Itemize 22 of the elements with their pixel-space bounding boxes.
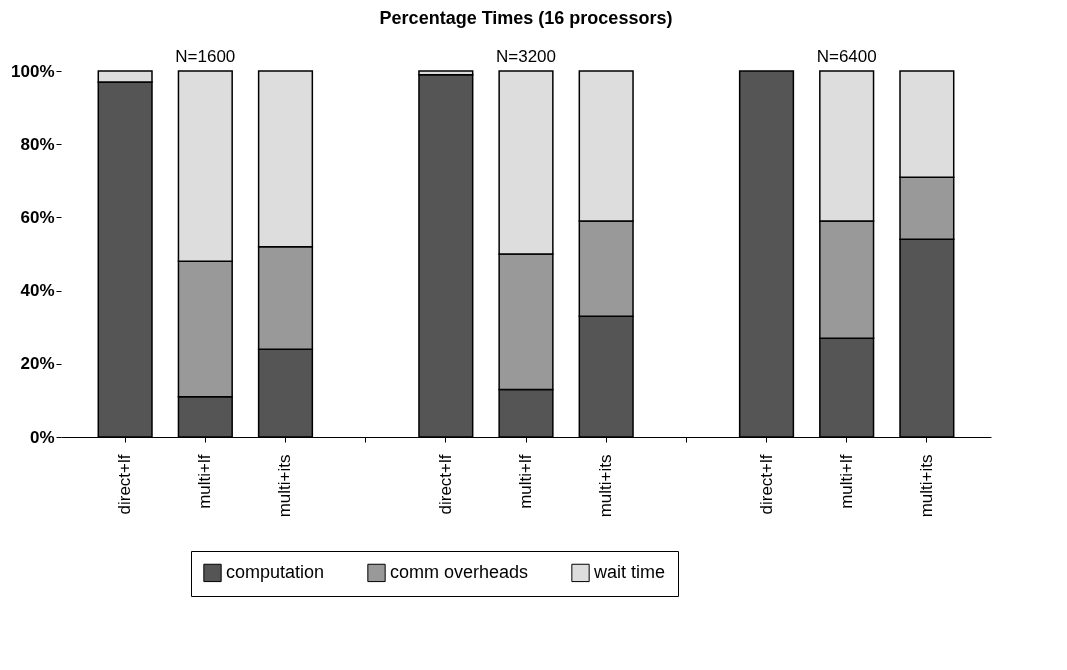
x-tick-label: multi+lf (836, 454, 856, 509)
x-tick-label: multi+lf (195, 454, 215, 509)
chart-title: Percentage Times (16 processors) (379, 8, 673, 28)
y-tick-label: 60% (20, 207, 55, 227)
x-tick-label: multi+its (275, 454, 295, 518)
x-tick-label: direct+lf (435, 454, 455, 515)
legend-label: wait time (593, 561, 666, 582)
x-tick-label: multi+lf (516, 454, 535, 509)
y-tick-label: 20% (20, 354, 55, 374)
text: N=3200 (495, 47, 557, 66)
x-tick-label: multi+its (916, 454, 936, 518)
y-tick-label: 40% (20, 281, 55, 301)
y-tick-label: 80% (20, 134, 55, 154)
text: N=1600 (175, 47, 236, 66)
x-tick-label: direct+lf (756, 454, 776, 515)
legend-label: computation (226, 561, 325, 582)
legend-label: comm overheads (390, 561, 529, 582)
y-tick-label: 0% (29, 427, 55, 447)
y-tick-label: 100% (11, 61, 55, 81)
x-tick-label: direct+lf (115, 454, 135, 515)
text: N=6400 (816, 47, 877, 66)
x-tick-label: multi+its (596, 454, 616, 518)
